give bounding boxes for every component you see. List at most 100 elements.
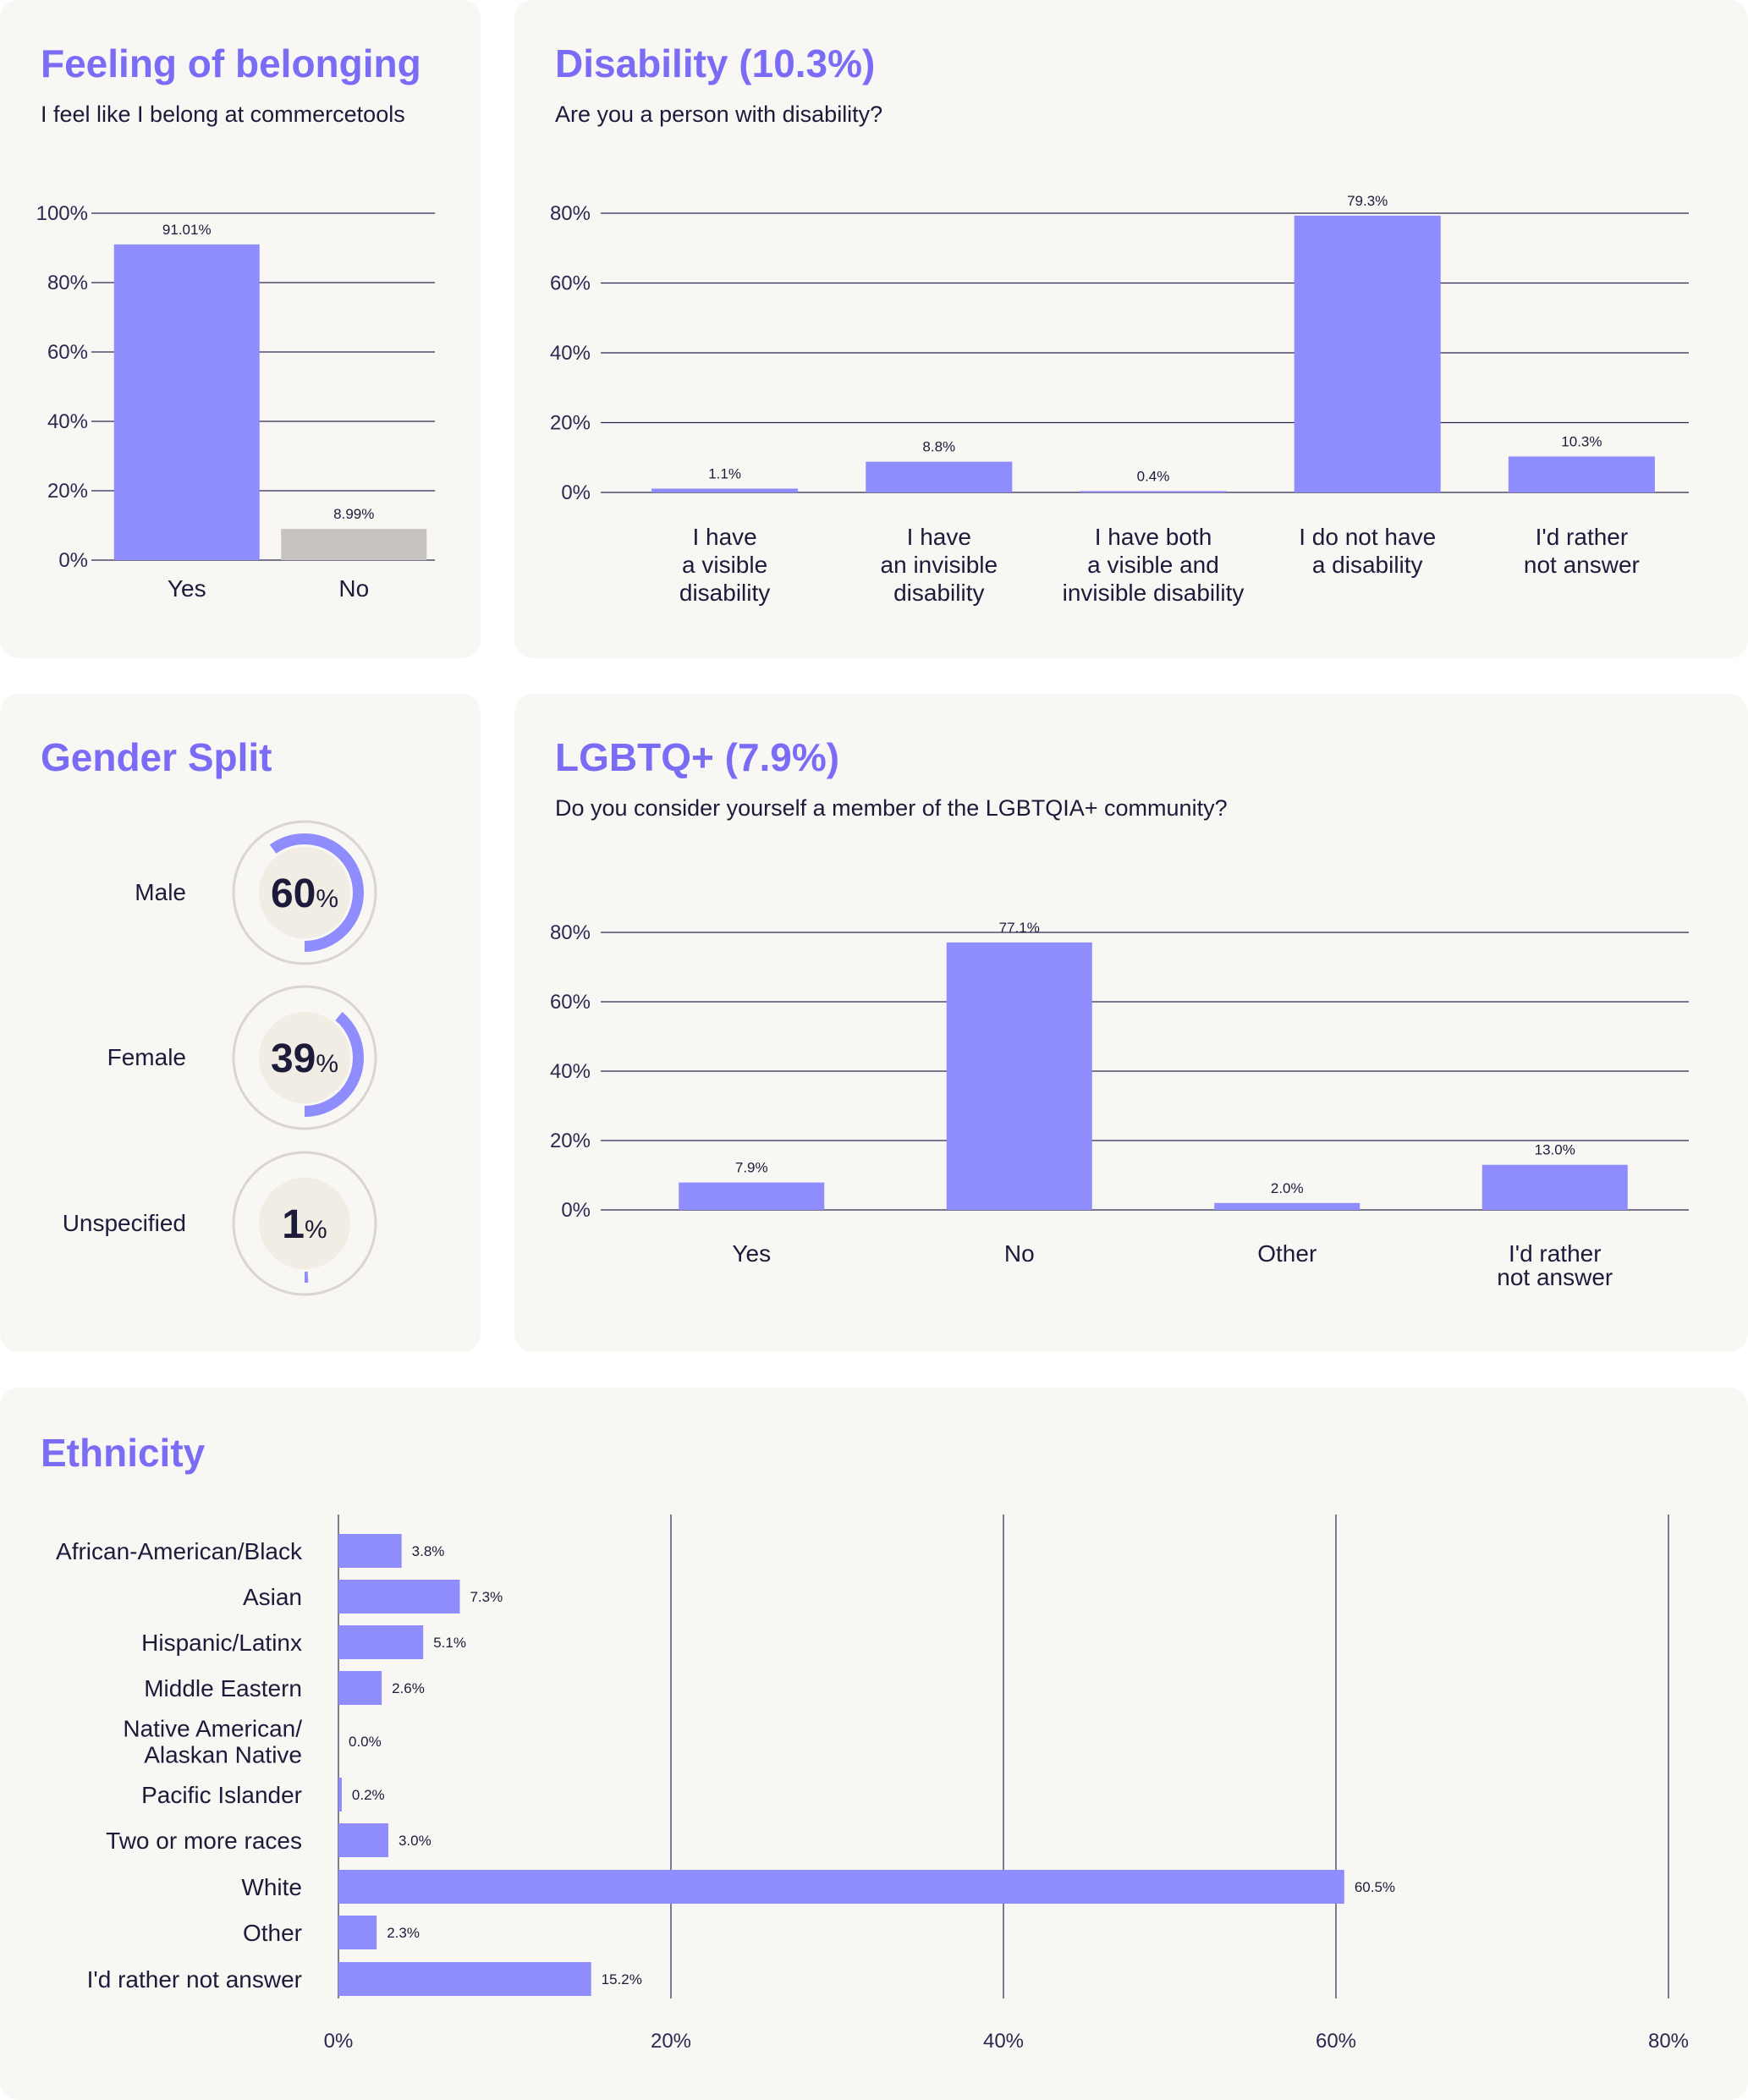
y-category-label: African-American/Black [56,1538,303,1564]
gender-row: Female 39% [0,981,474,1134]
y-tick-label: 80% [47,272,88,294]
donut-center [259,1012,350,1103]
x-tick-label: 0% [324,2030,354,2053]
belonging-title: Feeling of belonging [41,41,421,85]
bar [338,1962,591,1996]
y-category-line: Asian [243,1584,302,1610]
y-tick-label: 20% [47,480,88,503]
data-label: 7.9% [735,1160,768,1176]
data-label: 77.1% [999,920,1040,936]
y-category-label: Middle Eastern [144,1675,302,1701]
x-tick-label: 60% [1316,2030,1356,2053]
data-label: 13.0% [1535,1142,1575,1158]
data-label: 7.3% [470,1589,503,1605]
x-category-label: I have a visible disability [679,524,770,606]
x-category-line: I have [692,524,756,550]
y-tick-label: 0% [58,549,88,572]
x-category-label: I'd rather not answer [1524,524,1640,578]
ethnicity-title: Ethnicity [41,1431,206,1475]
y-tick-label: 40% [47,410,88,433]
x-tick-label: 80% [1648,2030,1689,2053]
gender-card: Gender Split Male 60% Female 39% Unspecified… [0,694,481,1352]
x-category-line: I do not have [1299,524,1436,550]
x-category-label: No [338,575,369,602]
data-label: 0.2% [352,1787,385,1803]
gender-label: Unspecified [62,1210,186,1236]
lgbtq-card: LGBTQ+ (7.9%) Do you consider yourself a… [514,694,1748,1352]
donut-outer-ring [232,820,377,965]
x-category-label: Yes [732,1240,771,1267]
x-category-line: I'd rather [1509,1240,1602,1267]
x-category-line: invisible disability [1063,580,1245,606]
y-tick-label: 60% [550,991,591,1014]
x-category-label: I have an invisible disability [881,524,998,606]
data-label: 0.0% [349,1734,382,1750]
x-category-label: I do not have a disability [1299,524,1436,578]
x-category-line: Yes [732,1240,771,1267]
belonging-card: Feeling of belonging I feel like I belon… [0,0,481,658]
y-category-line: Alaskan Native [144,1742,302,1768]
donut-outer-ring [232,1151,377,1296]
y-tick-label: 80% [550,921,591,944]
gender-donut: 1% [232,1151,377,1296]
data-label: 15.2% [602,1971,642,1987]
bar [338,1534,402,1568]
y-tick-label: 60% [550,272,591,295]
ethnicity-card: Ethnicity 0% 20% 40% 60% 80% 3.8% African-Amer… [0,1388,1748,2100]
bar [338,1823,388,1857]
x-category-line: a visible and [1087,552,1219,578]
y-category-label: Other [243,1920,302,1946]
belonging-bar-chart: 0% 20% 40% 60% 80% 100% 91.01% Yes 8.99% No [36,202,435,602]
y-category-label: Asian [243,1584,302,1610]
bar [946,942,1092,1210]
y-category-label: Pacific Islander [141,1782,302,1808]
y-tick-label: 40% [550,342,591,365]
gender-title: Gender Split [41,735,272,779]
gender-donut: 60% [232,820,377,965]
x-category-line: No [1004,1240,1035,1267]
donut-arc [245,998,364,1117]
x-category-label: Yes [168,575,206,602]
y-tick-label: 20% [550,412,591,435]
x-category-label: Other [1257,1240,1316,1267]
data-label: 8.99% [333,506,374,522]
lgbtq-bar-chart: 0% 20% 40% 60% 80% 7.9% Yes 77.1% No 2.0% Other 13.… [550,920,1689,1290]
lgbtq-title: LGBTQ+ (7.9%) [555,735,840,779]
y-category-line: Middle Eastern [144,1675,302,1701]
gender-label: Male [135,879,186,905]
donut-value: 39% [271,1036,338,1081]
bar [651,488,799,492]
donut-unit: % [316,885,338,913]
y-tick-label: 60% [47,341,88,364]
data-label: 60.5% [1355,1879,1395,1895]
y-category-line: White [241,1874,302,1900]
data-label: 2.6% [392,1680,425,1696]
bar [338,1625,424,1659]
bar [866,461,1013,492]
gender-row: Male 60% [0,816,474,969]
x-tick-label: 20% [651,2030,691,2053]
data-label: 8.8% [922,439,955,455]
y-tick-label: 20% [550,1130,591,1152]
y-category-line: Pacific Islander [141,1782,302,1808]
y-category-line: Hispanic/Latinx [141,1630,302,1656]
x-category-label: I have both a visible and invisible disabi… [1063,524,1245,606]
x-category-line: a visible [682,552,767,578]
gender-row: Unspecified 1% [0,1147,474,1300]
bar [1080,491,1227,492]
ethnicity-bar-chart: 0% 20% 40% 60% 80% 3.8% African-American/Black… [56,1515,1689,2053]
lgbtq-subtitle: Do you consider yourself a member of the… [555,795,1228,821]
x-category-label: I'd rather not answer [1497,1240,1613,1290]
data-label: 3.8% [412,1543,445,1559]
x-category-line: not answer [1524,552,1640,578]
data-label: 2.3% [387,1925,420,1941]
bar [113,244,260,560]
x-tick-label: 40% [983,2030,1024,2053]
belonging-subtitle: I feel like I belong at commercetools [41,102,405,127]
donut-outer-ring [232,985,377,1130]
y-tick-label: 80% [550,202,591,225]
data-label: 5.1% [433,1635,466,1651]
bar [338,1870,1344,1904]
x-category-label: No [1004,1240,1035,1267]
x-category-line: No [338,575,369,602]
